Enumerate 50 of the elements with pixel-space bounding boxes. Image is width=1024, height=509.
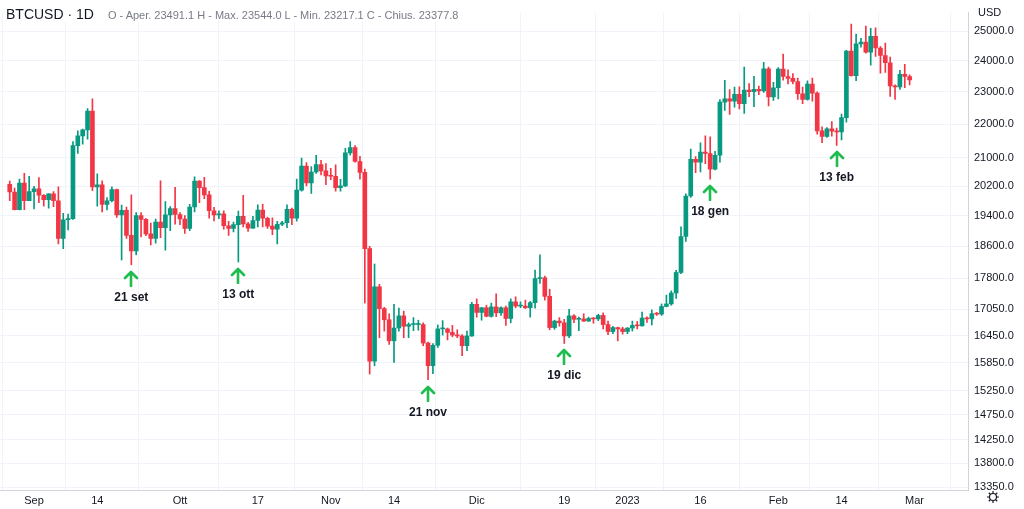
candlestick — [785, 69, 791, 85]
y-tick-label: 18600.0 — [974, 239, 1014, 252]
chart-title: BTCUSD · 1D — [6, 6, 94, 22]
x-tick-label: 2023 — [615, 493, 640, 506]
x-tick-label: 14 — [91, 493, 104, 506]
x-tick-label: 19 — [558, 493, 571, 506]
y-tick-label: 17050.0 — [974, 302, 1014, 315]
x-tick-label: Feb — [768, 493, 788, 506]
y-tick-label: 21000.0 — [974, 151, 1014, 164]
candlestick — [576, 316, 582, 331]
y-tick-label: 24000.0 — [974, 53, 1014, 66]
annotation: 13 ott — [221, 287, 256, 301]
x-tick-label: 14 — [387, 493, 401, 506]
annotation: 21 nov — [408, 404, 449, 419]
x-tick-label: 14 — [835, 493, 848, 506]
y-axis-title: USD — [978, 6, 1002, 18]
annotation: 13 feb — [818, 170, 855, 185]
y-tick-label: 23000.0 — [974, 84, 1014, 97]
y-tick-label: 20200.0 — [974, 179, 1014, 192]
candlestick — [172, 186, 178, 225]
x-tick-label: 16 — [694, 493, 707, 506]
y-tick-label: 14250.0 — [974, 432, 1014, 445]
x-tick-label: Dic — [468, 493, 486, 506]
candlestick — [216, 210, 222, 219]
y-tick-label: 14750.0 — [974, 407, 1014, 420]
candlestick — [94, 173, 100, 207]
candlestick — [615, 326, 621, 342]
y-tick-label: 15850.0 — [974, 355, 1014, 368]
annotation: 18 gen — [690, 204, 731, 219]
y-tick-label: 25000.0 — [974, 24, 1014, 37]
candlestick — [751, 75, 757, 107]
x-tick-label: 17 — [251, 493, 264, 506]
y-tick-label: 19400.0 — [974, 208, 1014, 221]
annotation: 21 set — [113, 289, 150, 304]
x-tick-label: Nov — [320, 493, 342, 506]
candlestick — [829, 121, 835, 137]
y-tick-label: 13350.0 — [974, 480, 1014, 493]
x-tick-label: Mar — [905, 493, 925, 506]
y-tick-label: 22000.0 — [974, 117, 1014, 130]
y-tick-label: 17800.0 — [974, 271, 1014, 284]
candlestick — [31, 185, 37, 210]
x-tick-label: Ott — [172, 493, 188, 506]
x-tick-label: Sep — [24, 493, 44, 506]
annotation: 19 dic — [546, 368, 583, 383]
chart-subtitle: O - Aper. 23491.1 H - Max. 23544.0 L - Min. 23217.1 C - Chius. 23377.8 — [107, 9, 459, 21]
candlestick — [138, 212, 144, 238]
candlestick — [902, 63, 908, 89]
y-tick-label: 15250.0 — [974, 383, 1014, 396]
y-tick-label: 13800.0 — [974, 456, 1014, 469]
y-tick-label: 16450.0 — [974, 328, 1014, 341]
